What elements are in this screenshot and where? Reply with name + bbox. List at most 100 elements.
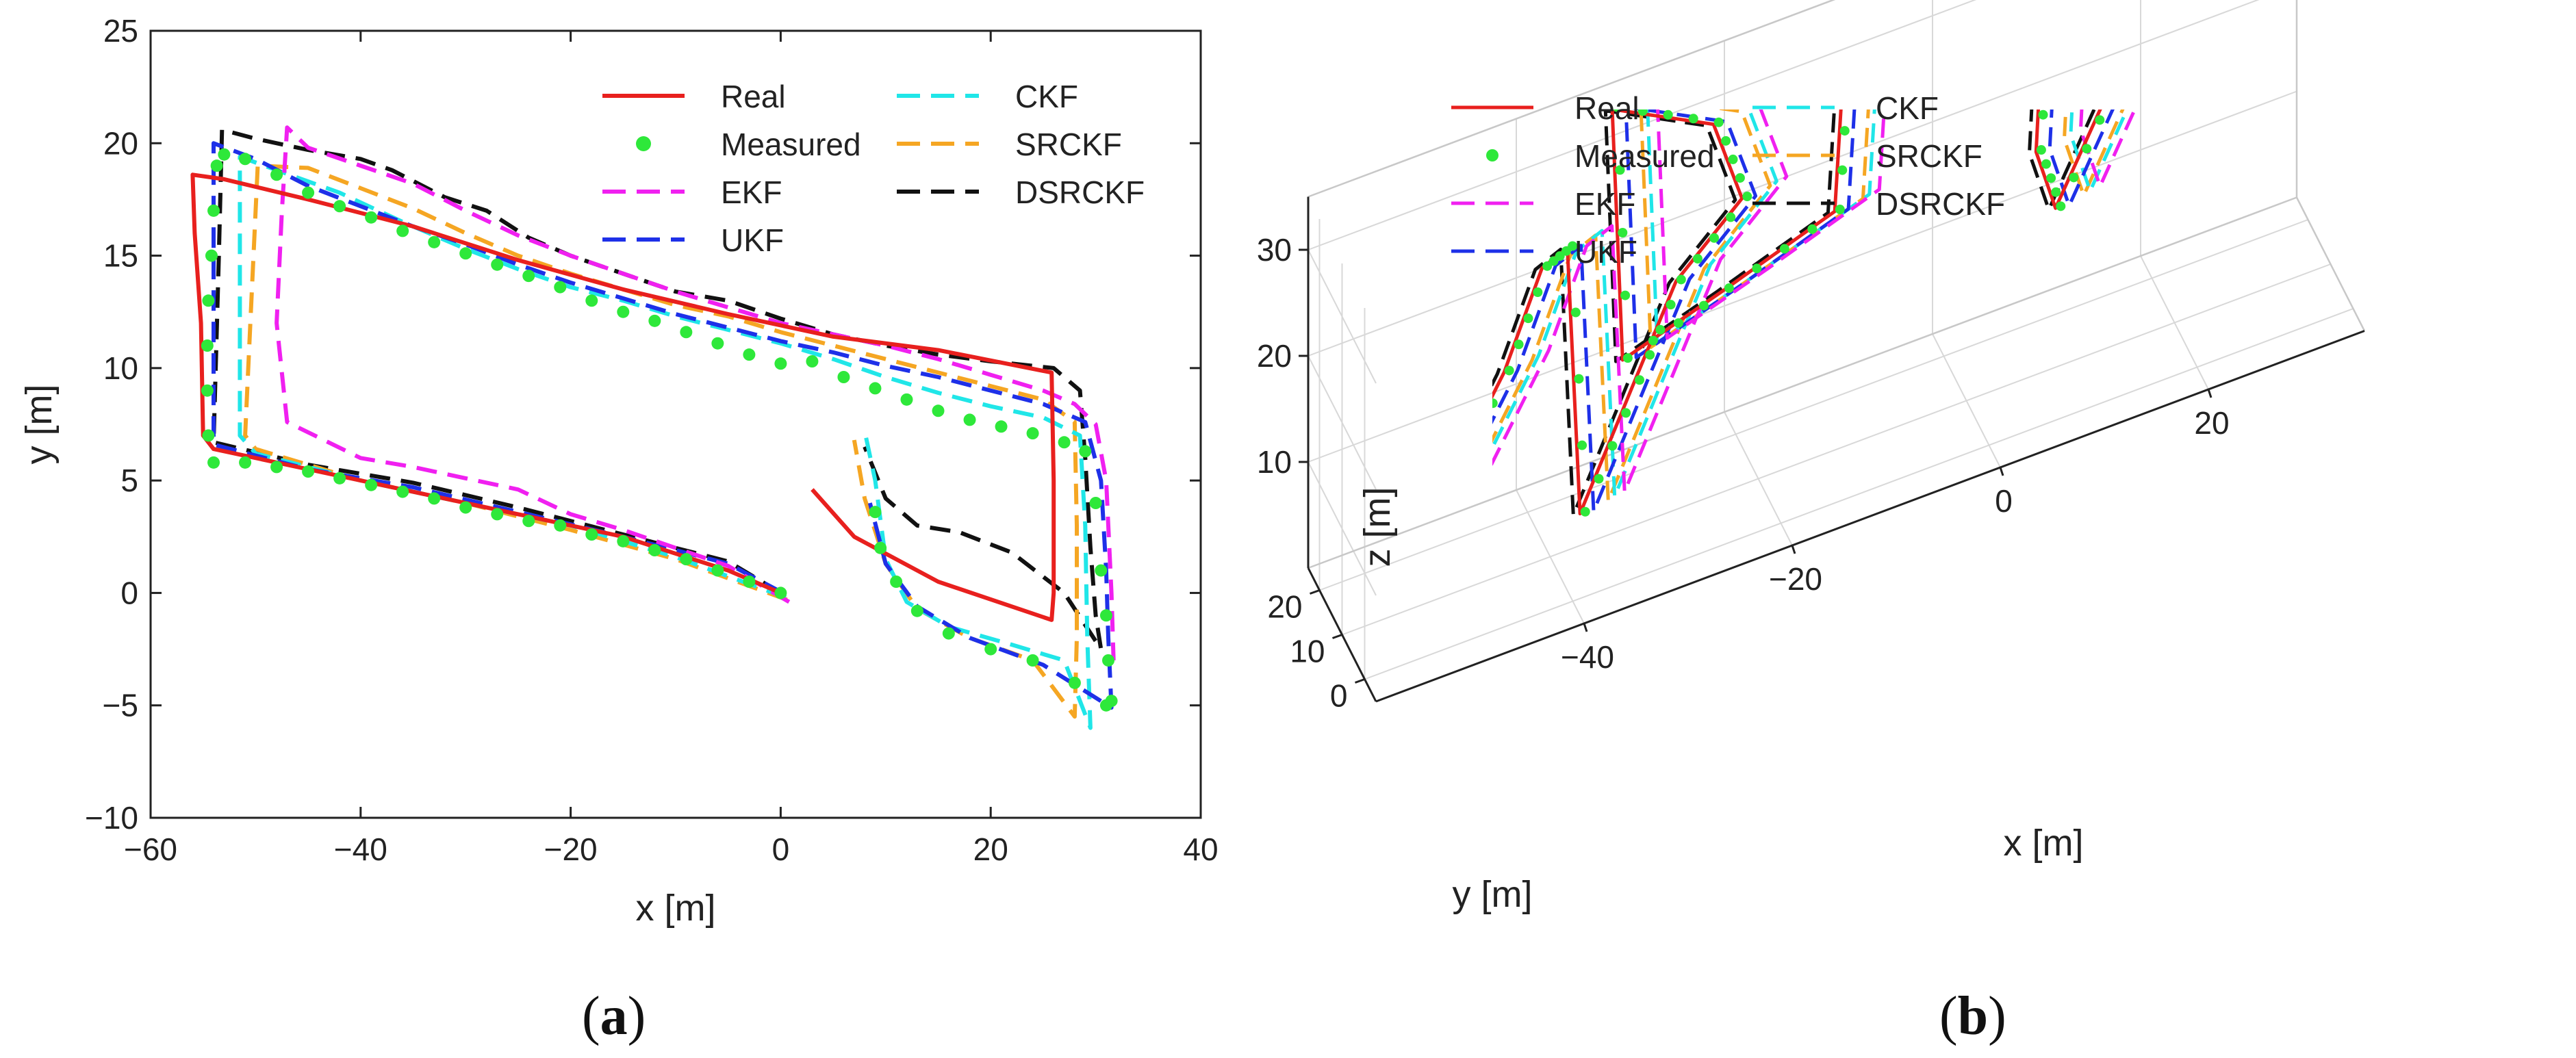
measured-point xyxy=(333,472,346,485)
measured-point-b xyxy=(1742,192,1752,202)
measured-point-b xyxy=(1574,374,1584,384)
measured-point xyxy=(711,337,724,350)
measured-point xyxy=(201,339,214,352)
measured-point-b xyxy=(1615,165,1625,175)
grid-line-z xyxy=(1308,90,2297,463)
measured-point-b xyxy=(2038,109,2048,120)
measured-point-b xyxy=(1837,165,1848,175)
series-b-measured xyxy=(1455,0,2179,517)
legend-b-label-measured: Measured xyxy=(1574,138,1715,174)
measured-point xyxy=(554,519,567,532)
legend-b-swatch-measured xyxy=(1486,149,1499,162)
legend-b-label-dsrckf: DSRCKF xyxy=(1876,186,2005,222)
y-tick-label-b: 0 xyxy=(1330,678,1348,714)
measured-point-b xyxy=(1709,233,1720,243)
measured-point-b xyxy=(1514,339,1524,350)
measured-point-b xyxy=(1721,136,1731,146)
measured-point xyxy=(910,604,923,617)
measured-point-b xyxy=(1728,154,1738,164)
measured-point xyxy=(806,355,819,367)
x-tick-label-b: −40 xyxy=(1561,639,1614,675)
measured-point xyxy=(1026,427,1039,440)
measured-point-b xyxy=(1726,212,1736,222)
measured-point-b xyxy=(2046,173,2056,183)
measured-point xyxy=(900,393,913,406)
measured-point xyxy=(585,528,598,541)
y-axis-label-b: y [m] xyxy=(1453,874,1533,915)
measured-point xyxy=(201,384,214,397)
x-tick-label-b: 20 xyxy=(2194,405,2229,441)
series-line-b-dsrckf xyxy=(1492,109,2096,517)
x-tick-label: 20 xyxy=(973,831,1008,867)
y-tick-label: 25 xyxy=(103,13,138,49)
y-tick-label-b: 20 xyxy=(1267,589,1302,625)
series-line-b-ckf xyxy=(1492,109,2129,498)
y-tick-label-b: 10 xyxy=(1290,634,1325,669)
legend-b-label-ckf: CKF xyxy=(1876,90,1939,126)
z-tick-label-b: 10 xyxy=(1257,444,1292,480)
measured-point xyxy=(1089,497,1102,509)
measured-point xyxy=(932,404,945,417)
legend-swatch-measured xyxy=(636,136,651,151)
measured-point xyxy=(207,456,220,469)
measured-point xyxy=(680,326,693,339)
measured-point xyxy=(396,485,409,498)
measured-point xyxy=(333,200,346,213)
measured-point xyxy=(995,420,1008,433)
grid-line-z xyxy=(1308,0,1977,250)
legend-b-label-real: Real xyxy=(1574,90,1640,126)
box-edge xyxy=(1308,0,1836,198)
measured-point-b xyxy=(2036,145,2046,155)
measured-point xyxy=(270,168,283,181)
box-edge xyxy=(1308,196,2297,569)
legend-label-measured: Measured xyxy=(721,127,861,162)
measured-point-b xyxy=(1455,464,1465,474)
measured-point xyxy=(648,314,661,327)
x-tick-label: −20 xyxy=(544,831,598,867)
x-axis-line xyxy=(1375,330,2365,703)
measured-point xyxy=(365,211,378,224)
measured-point-b xyxy=(2024,0,2034,8)
measured-point xyxy=(1026,654,1039,667)
measured-point-b xyxy=(1663,109,1673,120)
measured-point xyxy=(522,270,535,283)
measured-point-b xyxy=(2041,159,2051,169)
measured-point xyxy=(210,159,223,172)
chart-panel-a: −60 −40 −20 0 20 40 −10 −5 0 5 10 15 20 25 x [m] y [m… xyxy=(18,13,1219,929)
measured-point-b xyxy=(1724,283,1734,294)
legend-b-label-ekf: EKF xyxy=(1574,186,1635,222)
measured-point-b xyxy=(1533,287,1543,297)
measured-point xyxy=(202,294,215,307)
y-tick-label: 20 xyxy=(103,125,138,161)
legend-label-dsrckf: DSRCKF xyxy=(1015,175,1145,210)
measured-point-b xyxy=(1613,109,1622,112)
measured-point-b xyxy=(1570,307,1581,318)
measured-point-b xyxy=(1666,300,1676,310)
measured-point-b xyxy=(2169,16,2179,25)
x-tick-label-b: −20 xyxy=(1769,561,1822,597)
x-tick-label: −40 xyxy=(334,831,387,867)
x-axis-label-a: x [m] xyxy=(636,888,716,929)
series-line-real xyxy=(190,172,1056,622)
measured-point-b xyxy=(1620,290,1631,300)
measured-point-b xyxy=(1835,205,1845,215)
caption-b-close: ) xyxy=(1988,986,2006,1046)
series-measured xyxy=(201,148,1118,712)
series-line-b-real xyxy=(1492,109,2102,516)
measured-point xyxy=(491,508,504,521)
measured-point-b xyxy=(1673,318,1683,328)
measured-point xyxy=(890,576,903,588)
measured-point-b xyxy=(1676,274,1686,285)
measured-point-b xyxy=(1621,408,1631,418)
legend-a: Real Measured EKF UKF CKF SRCKF DSRCKF xyxy=(602,79,1145,258)
measured-point xyxy=(1099,699,1112,712)
grid-line-floor-y xyxy=(1319,219,2308,591)
measured-point-b xyxy=(1594,474,1604,484)
measured-point xyxy=(270,461,283,474)
measured-point xyxy=(869,506,882,519)
grid-line-z xyxy=(1308,0,2260,357)
measured-point-b xyxy=(1779,244,1789,254)
measured-point xyxy=(874,541,887,554)
measured-point xyxy=(522,515,535,528)
